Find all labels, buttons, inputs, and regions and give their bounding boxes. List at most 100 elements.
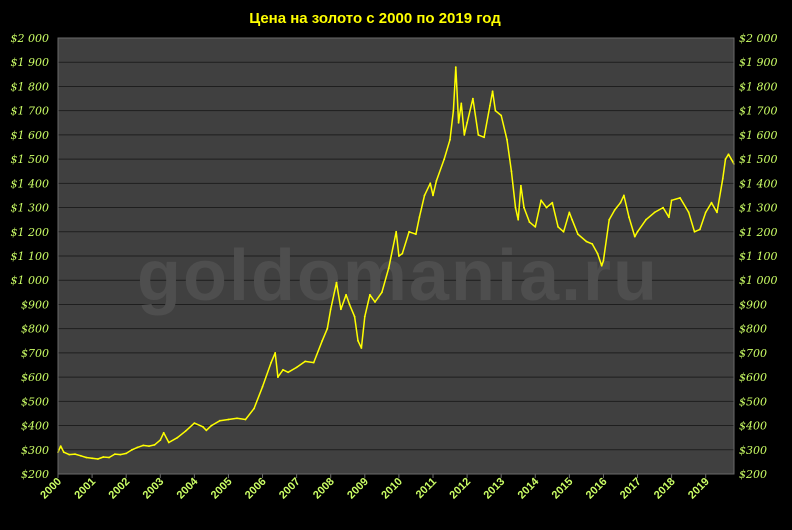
y-tick-label-right: $400 bbox=[739, 420, 767, 433]
y-tick-label-left: $1 100 bbox=[11, 250, 50, 263]
series-layer bbox=[57, 66, 735, 460]
data-point bbox=[710, 201, 713, 204]
data-point bbox=[454, 66, 457, 68]
data-point bbox=[236, 417, 238, 420]
data-point bbox=[466, 121, 468, 124]
data-point bbox=[205, 429, 208, 432]
data-point bbox=[457, 121, 460, 124]
data-point bbox=[619, 201, 622, 204]
data-point bbox=[153, 444, 156, 446]
data-point bbox=[557, 226, 559, 228]
data-point bbox=[340, 308, 342, 311]
data-point bbox=[369, 293, 371, 296]
y-tick-label-left: $1 000 bbox=[11, 274, 50, 287]
data-point bbox=[125, 452, 128, 455]
y-tick-label-left: $1 600 bbox=[11, 129, 50, 142]
data-point bbox=[491, 90, 494, 93]
y-tick-label-right: $300 bbox=[739, 444, 767, 457]
data-point bbox=[562, 230, 565, 233]
y-tick-label-left: $900 bbox=[21, 298, 49, 311]
data-point bbox=[270, 361, 272, 364]
data-point bbox=[148, 445, 150, 447]
data-point bbox=[494, 109, 497, 112]
data-point bbox=[602, 259, 605, 262]
data-point bbox=[534, 226, 537, 228]
data-point bbox=[721, 177, 724, 180]
y-tick-label-right: $1 100 bbox=[739, 250, 778, 263]
data-point bbox=[312, 361, 315, 364]
y-tick-label-right: $1 400 bbox=[739, 177, 778, 190]
data-point bbox=[329, 308, 332, 311]
y-axis-left: $2 000 $1 900 $1 800 $1 700 $1 600 $1 500 $1 4… bbox=[11, 32, 50, 481]
data-point bbox=[162, 431, 165, 434]
data-point bbox=[119, 453, 122, 456]
data-point bbox=[540, 199, 542, 202]
data-point bbox=[401, 252, 404, 255]
data-point bbox=[435, 180, 438, 182]
data-point bbox=[716, 211, 718, 214]
data-point bbox=[345, 293, 347, 296]
data-point bbox=[520, 184, 522, 187]
data-point bbox=[596, 252, 599, 255]
data-point bbox=[545, 206, 548, 209]
y-tick-label-left: $1 500 bbox=[11, 153, 50, 166]
data-point bbox=[613, 209, 616, 211]
y-tick-label-right: $1 500 bbox=[739, 153, 778, 166]
y-tick-label-left: $800 bbox=[21, 323, 49, 336]
y-tick-label-right: $800 bbox=[739, 323, 767, 336]
data-point bbox=[253, 407, 255, 410]
data-point bbox=[636, 230, 639, 233]
watermark: goldomania.ru bbox=[137, 236, 659, 316]
data-point bbox=[142, 444, 145, 447]
data-point bbox=[608, 218, 611, 221]
data-point bbox=[551, 201, 554, 204]
data-point bbox=[274, 352, 277, 354]
data-point bbox=[108, 456, 110, 459]
chart-title: Цена на золото с 2000 по 2019 год bbox=[249, 10, 501, 27]
data-point bbox=[335, 281, 338, 284]
data-point bbox=[628, 216, 630, 219]
data-point bbox=[724, 158, 727, 161]
data-point bbox=[227, 418, 230, 421]
y-tick-label-right: $200 bbox=[739, 468, 767, 481]
y-tick-label-right: $1 700 bbox=[739, 105, 778, 118]
y-tick-label-left: $200 bbox=[21, 468, 49, 481]
y-tick-label-right: $500 bbox=[739, 395, 767, 408]
data-point bbox=[662, 206, 664, 209]
data-point bbox=[102, 456, 105, 458]
data-point bbox=[91, 457, 93, 460]
data-point bbox=[477, 134, 480, 136]
data-point bbox=[131, 448, 133, 451]
data-point bbox=[571, 218, 573, 221]
data-point bbox=[506, 138, 508, 141]
data-point bbox=[449, 138, 451, 141]
data-point bbox=[244, 418, 247, 421]
data-point bbox=[653, 211, 656, 214]
y-tick-label-left: $1 400 bbox=[11, 177, 50, 190]
data-point bbox=[304, 360, 307, 363]
data-point bbox=[62, 451, 65, 454]
y-tick-label-right: $1 800 bbox=[739, 80, 778, 93]
data-point bbox=[193, 422, 196, 424]
data-point bbox=[381, 291, 383, 294]
y-axis-right: $2 000 $1 900 $1 800 $1 700 $1 600 $1 500 $1 4… bbox=[739, 32, 778, 481]
data-point bbox=[585, 240, 588, 243]
data-point bbox=[374, 301, 376, 303]
data-point bbox=[176, 436, 179, 439]
data-point bbox=[633, 235, 636, 238]
y-tick-label-right: $2 000 bbox=[739, 32, 778, 45]
data-point bbox=[517, 218, 520, 221]
data-point bbox=[514, 206, 517, 209]
data-point bbox=[184, 430, 187, 432]
y-tick-label-right: $1 900 bbox=[739, 56, 778, 69]
data-point bbox=[489, 104, 491, 107]
y-tick-label-right: $700 bbox=[739, 347, 767, 360]
data-point bbox=[321, 339, 324, 342]
data-point bbox=[97, 458, 99, 460]
data-point bbox=[687, 211, 690, 214]
data-point bbox=[645, 218, 647, 221]
data-point bbox=[348, 303, 351, 306]
data-point bbox=[360, 347, 363, 349]
y-tick-label-right: $1 600 bbox=[739, 129, 778, 142]
data-point bbox=[429, 182, 432, 185]
